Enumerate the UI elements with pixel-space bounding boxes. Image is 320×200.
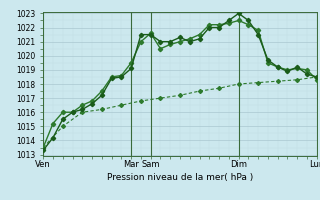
X-axis label: Pression niveau de la mer( hPa ): Pression niveau de la mer( hPa ) bbox=[107, 173, 253, 182]
